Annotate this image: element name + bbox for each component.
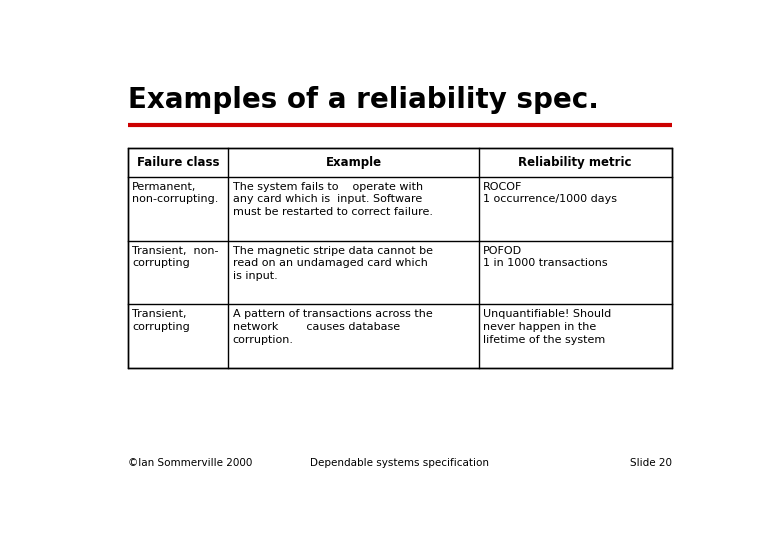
Text: POFOD
1 in 1000 transactions: POFOD 1 in 1000 transactions (483, 246, 608, 268)
Text: Examples of a reliability spec.: Examples of a reliability spec. (128, 85, 598, 113)
Text: Permanent,
non-corrupting.: Permanent, non-corrupting. (132, 181, 218, 205)
Text: ROCOF
1 occurrence/1000 days: ROCOF 1 occurrence/1000 days (483, 181, 617, 205)
Text: A pattern of transactions across the
network        causes database
corruption.: A pattern of transactions across the net… (232, 309, 432, 345)
Text: Transient,  non-
corrupting: Transient, non- corrupting (132, 246, 218, 268)
Text: Dependable systems specification: Dependable systems specification (310, 458, 489, 468)
Text: The magnetic stripe data cannot be
read on an undamaged card which
is input.: The magnetic stripe data cannot be read … (232, 246, 433, 281)
Text: ©Ian Sommerville 2000: ©Ian Sommerville 2000 (128, 458, 252, 468)
Text: The system fails to    operate with
any card which is  input. Software
must be r: The system fails to operate with any car… (232, 181, 433, 217)
Text: Transient,
corrupting: Transient, corrupting (132, 309, 190, 332)
Text: Reliability metric: Reliability metric (519, 156, 632, 169)
Text: Example: Example (325, 156, 381, 169)
Text: Unquantifiable! Should
never happen in the
lifetime of the system: Unquantifiable! Should never happen in t… (483, 309, 611, 345)
Bar (128, 148, 672, 368)
Text: Failure class: Failure class (136, 156, 219, 169)
Text: Slide 20: Slide 20 (629, 458, 672, 468)
